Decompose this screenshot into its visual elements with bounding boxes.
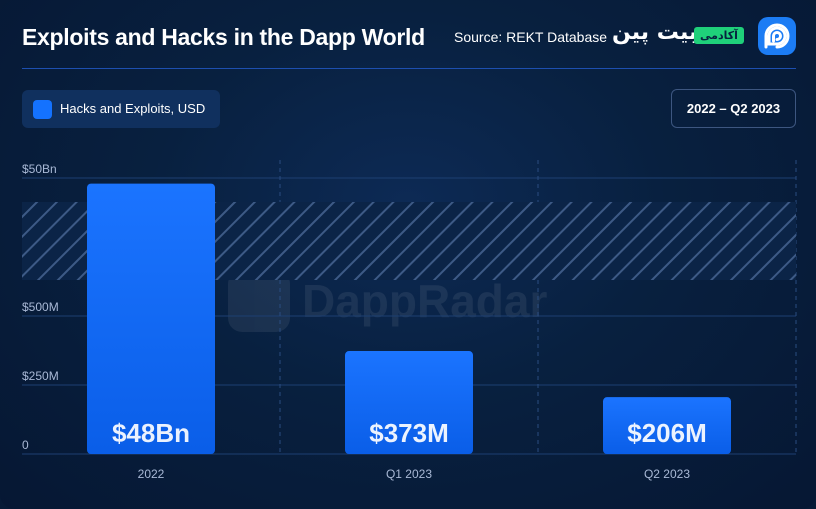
period-label: 2022 – Q2 2023: [686, 101, 781, 116]
data-label: $373M: [369, 418, 449, 448]
legend-swatch: [33, 100, 52, 119]
bar: [603, 397, 731, 454]
y-tick-label: $500M: [22, 300, 59, 314]
bar: [87, 183, 215, 455]
legend: Hacks and Exploits, USD: [22, 90, 220, 128]
watermark-text: DappRadar: [302, 275, 548, 327]
y-tick-label: 0: [22, 438, 29, 452]
header: Exploits and Hacks in the Dapp World Sou…: [0, 0, 816, 70]
brand-tag: آکادمی: [694, 27, 744, 44]
y-tick-label: $50Bn: [22, 162, 57, 176]
x-tick-label: Q2 2023: [644, 467, 690, 481]
page-title: Exploits and Hacks in the Dapp World: [22, 24, 425, 50]
x-tick-label: 2022: [138, 467, 165, 481]
header-divider: [22, 68, 796, 69]
data-label: $48Bn: [112, 418, 190, 448]
data-label: $206M: [627, 418, 707, 448]
period-badge: 2022 – Q2 2023: [671, 89, 796, 128]
y-tick-label: $250M: [22, 369, 59, 383]
source-label: Source: REKT Database: [454, 29, 608, 45]
bar: [345, 351, 473, 454]
dappradar-logo-icon: [758, 17, 796, 55]
brand-name: بیت پین: [612, 20, 698, 45]
legend-label: Hacks and Exploits, USD: [60, 101, 206, 116]
x-tick-label: Q1 2023: [386, 467, 432, 481]
